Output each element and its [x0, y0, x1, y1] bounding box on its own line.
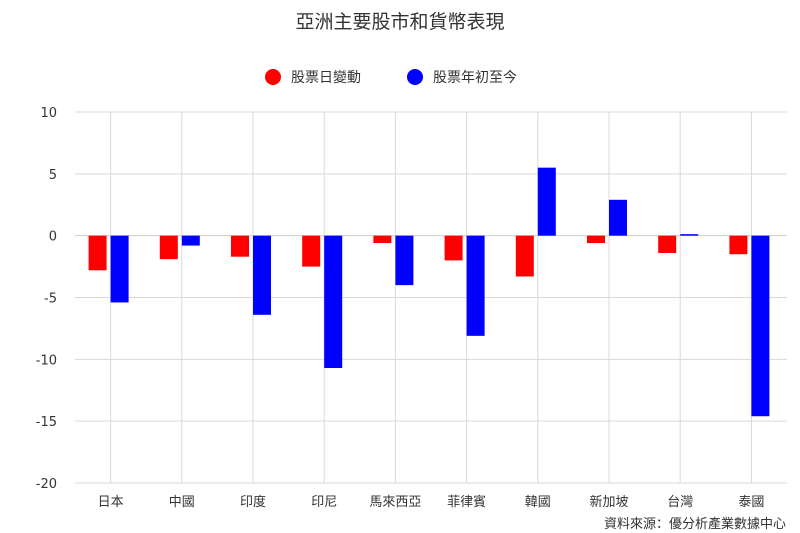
x-tick-label: 印尼: [311, 495, 337, 510]
x-tick-label: 日本: [98, 495, 124, 510]
x-tick-label: 韓國: [525, 495, 551, 510]
bar-daily: [729, 235, 748, 255]
bar-daily: [658, 235, 677, 253]
bar-ytd: [680, 234, 699, 236]
bar-daily: [587, 235, 605, 244]
grid: [75, 111, 787, 484]
y-tick-label: -10: [36, 353, 57, 368]
bar-daily: [515, 235, 534, 277]
bar-ytd: [537, 167, 556, 236]
bar-daily: [302, 235, 321, 267]
legend-marker: [265, 69, 281, 85]
legend-label: 股票年初至今: [433, 69, 517, 86]
y-tick-label: 0: [49, 230, 57, 245]
bar-ytd: [751, 235, 770, 417]
bar-daily: [444, 235, 463, 261]
legend-label: 股票日變動: [291, 70, 361, 86]
bar-daily: [159, 235, 178, 260]
bar-ytd: [253, 235, 271, 315]
y-tick-label: -15: [36, 415, 57, 430]
x-tick-label: 菲律賓: [447, 494, 486, 510]
y-axis: 10 5 0 -5 -10 -15 -20: [36, 106, 57, 492]
bar-daily: [88, 235, 107, 271]
bar-ytd: [324, 235, 343, 368]
bar-daily: [231, 235, 249, 257]
bars: [88, 167, 770, 417]
y-tick-label: -20: [36, 477, 57, 492]
y-tick-label: 5: [49, 168, 57, 183]
bar-ytd: [466, 235, 485, 336]
legend: 股票日變動 股票年初至今: [265, 69, 517, 86]
chart-title: 亞洲主要股市和貨幣表現: [295, 11, 504, 33]
bar-daily: [373, 235, 392, 244]
x-tick-label: 中國: [169, 495, 195, 510]
x-axis: 日本 中國 印度 印尼 馬來西亞 菲律賓 韓國 新加坡 台灣 泰國: [98, 494, 765, 510]
x-tick-label: 新加坡: [589, 494, 628, 510]
y-tick-label: 10: [40, 106, 57, 121]
y-tick-label: -5: [44, 292, 57, 307]
legend-marker: [407, 69, 423, 85]
bar-ytd: [110, 235, 129, 303]
x-tick-label: 印度: [240, 494, 266, 510]
x-tick-label: 台灣: [667, 495, 693, 510]
x-tick-label: 泰國: [738, 495, 764, 510]
bar-ytd: [181, 235, 200, 246]
x-tick-label: 馬來西亞: [369, 495, 421, 510]
bar-ytd: [609, 199, 627, 236]
bar-ytd: [395, 235, 414, 286]
source-note: 資料來源：優分析產業數據中心: [604, 516, 786, 532]
